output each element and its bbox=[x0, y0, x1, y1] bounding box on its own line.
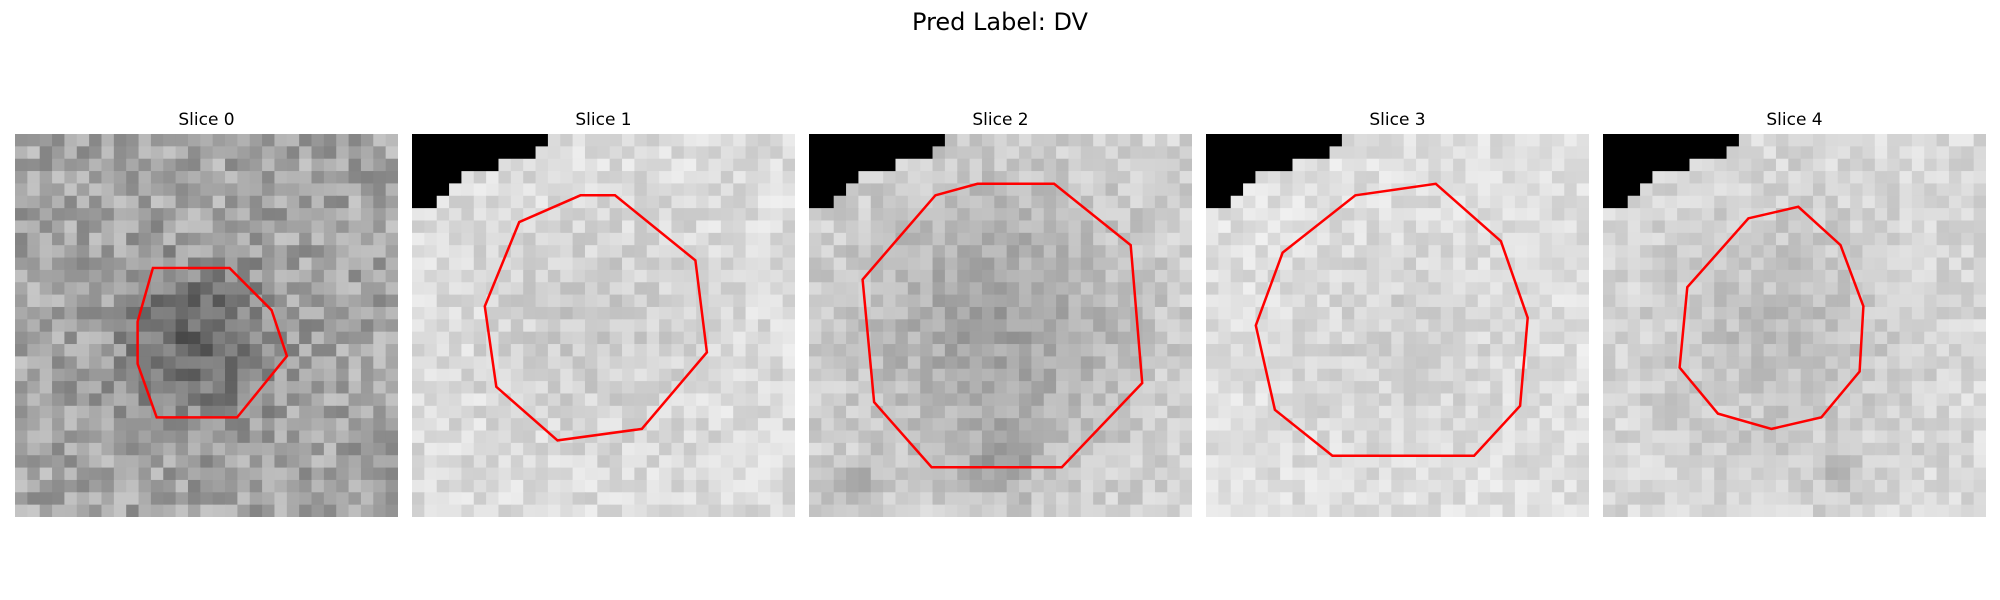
slice-title: Slice 4 bbox=[1766, 110, 1823, 130]
slice-title: Slice 1 bbox=[575, 110, 632, 130]
pixel-grid bbox=[412, 134, 795, 517]
slice-image-2 bbox=[809, 134, 1192, 517]
slice-title: Slice 2 bbox=[972, 110, 1029, 130]
contour-outline bbox=[1678, 205, 1865, 431]
slice-image-0 bbox=[15, 134, 398, 517]
corner-mask bbox=[809, 134, 945, 209]
corner-mask bbox=[412, 134, 548, 209]
slice-image-4 bbox=[1603, 134, 1986, 517]
corner-mask bbox=[1603, 134, 1739, 209]
slice-title: Slice 3 bbox=[1369, 110, 1426, 130]
pixel-grid bbox=[1206, 134, 1589, 517]
contour-outline bbox=[483, 194, 709, 442]
contour-outline bbox=[861, 182, 1144, 469]
figure-title: Pred Label: DV bbox=[912, 8, 1088, 36]
corner-mask bbox=[1206, 134, 1342, 209]
pixel-grid bbox=[1603, 134, 1986, 517]
pixel-grid bbox=[15, 134, 398, 517]
slice-image-1 bbox=[412, 134, 795, 517]
contour-outline bbox=[136, 266, 289, 419]
slice-title: Slice 0 bbox=[178, 110, 235, 130]
contour-outline bbox=[1254, 182, 1529, 457]
slice-image-3 bbox=[1206, 134, 1589, 517]
